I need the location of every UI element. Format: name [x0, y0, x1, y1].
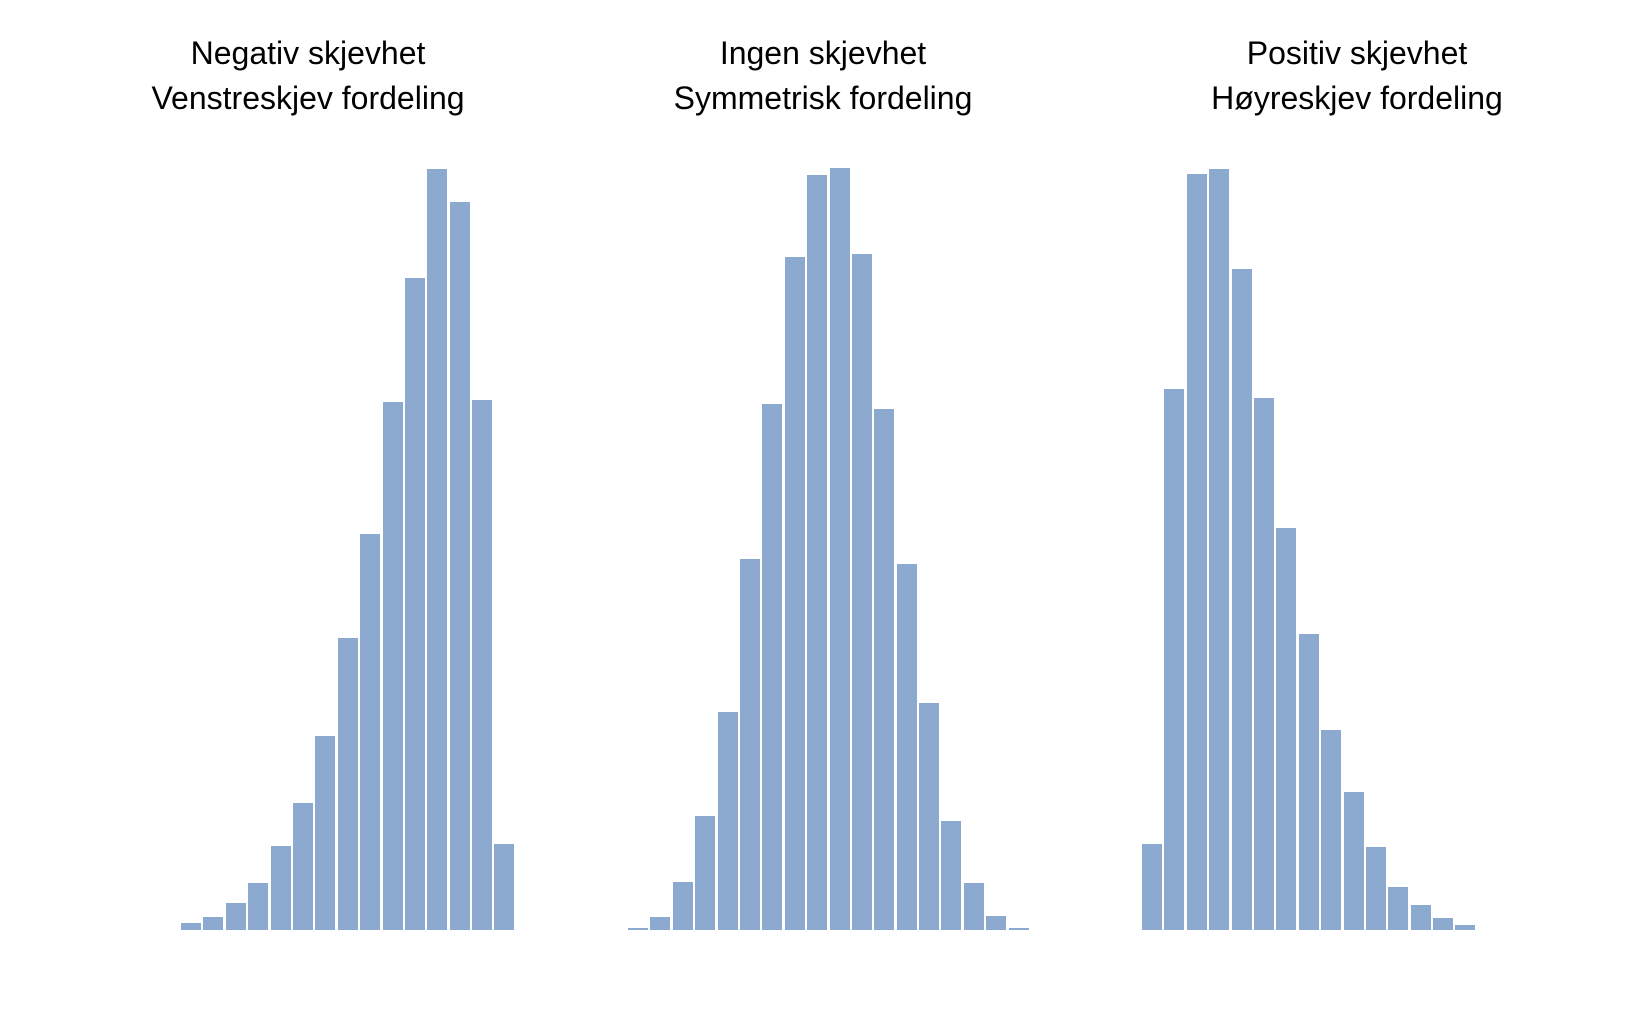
- histogram-bar: [1231, 269, 1252, 930]
- histogram-positive-skew: [1142, 169, 1476, 930]
- histogram-bar: [672, 882, 693, 930]
- histogram-bar: [181, 923, 201, 930]
- histogram-bar: [851, 254, 872, 930]
- histogram-bar: [941, 821, 962, 930]
- title-line-1: Negativ skjevhet: [190, 35, 426, 71]
- histogram-bar: [360, 534, 381, 930]
- histogram-bar: [337, 638, 358, 930]
- histogram-bar: [203, 917, 224, 930]
- title-line-2: Symmetrisk fordeling: [673, 80, 973, 116]
- histogram-bar: [270, 846, 291, 930]
- histogram-bar: [1186, 174, 1207, 930]
- histogram-negative-skew: [181, 169, 515, 930]
- histogram-bar: [1298, 634, 1319, 930]
- histogram-bar: [628, 928, 648, 930]
- histogram-bar: [1410, 905, 1431, 930]
- histogram-bar: [919, 703, 940, 930]
- histogram-bar: [449, 202, 470, 930]
- histogram-bar: [874, 409, 895, 930]
- chart-title-negative-skew: Negativ skjevhet Venstreskjev fordeling: [151, 31, 464, 121]
- histogram-symmetric: [628, 168, 1029, 930]
- histogram-bar: [739, 559, 760, 930]
- title-line-2: Venstreskjev fordeling: [151, 80, 465, 116]
- histogram-bar: [1008, 928, 1029, 930]
- histogram-bar: [1343, 792, 1364, 930]
- histogram-bar: [382, 402, 403, 930]
- chart-title-positive-skew: Positiv skjevhet Høyreskjev fordeling: [1211, 31, 1503, 121]
- title-line-1: Ingen skjevhet: [719, 35, 927, 71]
- histogram-bar: [695, 816, 716, 930]
- histogram-bar: [807, 175, 828, 930]
- histogram-bar: [292, 803, 313, 930]
- histogram-bar: [650, 917, 671, 930]
- title-line-2: Høyreskjev fordeling: [1211, 80, 1503, 116]
- histogram-bar: [472, 400, 493, 930]
- histogram-bar: [717, 712, 738, 930]
- histogram-bar: [1388, 887, 1409, 930]
- histogram-bar: [1321, 730, 1342, 930]
- histogram-bar: [963, 883, 984, 930]
- histogram-bar: [427, 169, 448, 930]
- histogram-bar: [1455, 925, 1476, 930]
- chart-title-symmetric: Ingen skjevhet Symmetrisk fordeling: [674, 31, 973, 121]
- histogram-bar: [1365, 847, 1386, 930]
- title-line-1: Positiv skjevhet: [1246, 35, 1468, 71]
- histogram-bar: [1142, 844, 1162, 930]
- histogram-bar: [1209, 169, 1230, 930]
- histogram-bar: [896, 564, 917, 930]
- histogram-bar: [404, 278, 425, 930]
- histogram-bar: [248, 883, 269, 930]
- histogram-bar: [1276, 528, 1297, 930]
- histogram-bar: [315, 736, 336, 930]
- histogram-bar: [1253, 398, 1274, 930]
- histogram-bar: [829, 168, 850, 930]
- histogram-bar: [1433, 918, 1454, 930]
- histogram-bar: [494, 844, 515, 930]
- histogram-bar: [225, 903, 246, 930]
- histogram-bar: [1164, 389, 1185, 930]
- histogram-bar: [986, 916, 1007, 930]
- histogram-bar: [784, 257, 805, 930]
- histogram-bar: [762, 404, 783, 930]
